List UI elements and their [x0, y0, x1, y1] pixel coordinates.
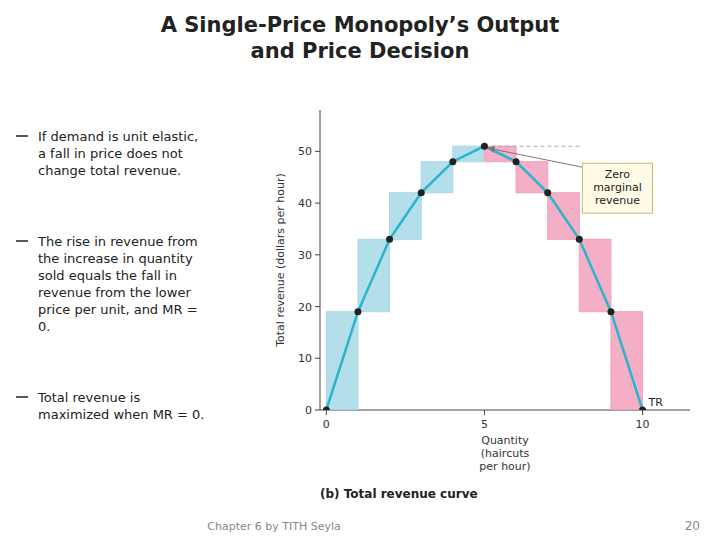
- subtitle: (b) Total revenue curve: [320, 487, 478, 501]
- tr-point: [513, 158, 520, 165]
- x-tick-label: 5: [481, 418, 488, 431]
- y-tick: [315, 151, 320, 152]
- tr-point: [323, 407, 330, 411]
- bullet-marker: [16, 135, 28, 137]
- bullet-marker: [16, 396, 28, 398]
- annotation-box: [582, 163, 652, 213]
- page-number: 20: [685, 519, 700, 533]
- bullet-text: The rise in revenue fromthe increase in …: [37, 234, 198, 334]
- bullet-text: If demand is unit elastic,a fall in pric…: [38, 129, 198, 178]
- annotation-arrow: [488, 148, 582, 167]
- y-tick-label: 20: [298, 301, 312, 314]
- chart: A Single-Price Monopoly’s Outputand Pric…: [0, 0, 720, 540]
- reference-line: [484, 146, 582, 147]
- x-tick: [642, 410, 643, 415]
- tr-point: [449, 158, 456, 165]
- footer: Chapter 6 by TITH Seyla: [207, 520, 340, 533]
- x-tick-label: 10: [636, 418, 650, 431]
- title: A Single-Price Monopoly’s Outputand Pric…: [161, 13, 560, 63]
- tr-point: [418, 189, 425, 196]
- plot-area: [323, 143, 646, 410]
- annotation-text: Zeromarginalrevenue: [593, 168, 642, 207]
- bullet-marker: [16, 240, 28, 242]
- y-tick-label: 30: [298, 249, 312, 262]
- tr-point: [481, 143, 488, 150]
- y-tick-label: 50: [298, 145, 312, 158]
- y-axis: [320, 110, 321, 410]
- x-axis-label: Quantity(haircutsper hour): [479, 434, 530, 473]
- y-tick: [315, 358, 320, 359]
- background: [0, 0, 720, 540]
- y-tick: [315, 254, 320, 255]
- x-tick: [326, 410, 327, 415]
- y-tick: [315, 203, 320, 204]
- x-tick: [484, 410, 485, 415]
- tr-point: [639, 407, 646, 411]
- tr-point: [576, 236, 583, 243]
- y-tick-label: 10: [298, 352, 312, 365]
- tr-point: [607, 308, 614, 315]
- y-tick: [315, 306, 320, 307]
- y-axis-label: Total revenue (dollars per hour): [274, 173, 287, 348]
- series-label: TR: [648, 396, 664, 409]
- y-tick-label: 0: [305, 404, 312, 417]
- tr-point: [544, 189, 551, 196]
- tr-point: [354, 308, 361, 315]
- x-tick-label: 0: [323, 418, 330, 431]
- y-tick-label: 40: [298, 197, 312, 210]
- bullet-text: Total revenue ismaximized when MR = 0.: [37, 390, 204, 422]
- tr-line: [326, 146, 642, 410]
- y-tick: [315, 410, 320, 411]
- tr-point: [386, 236, 393, 243]
